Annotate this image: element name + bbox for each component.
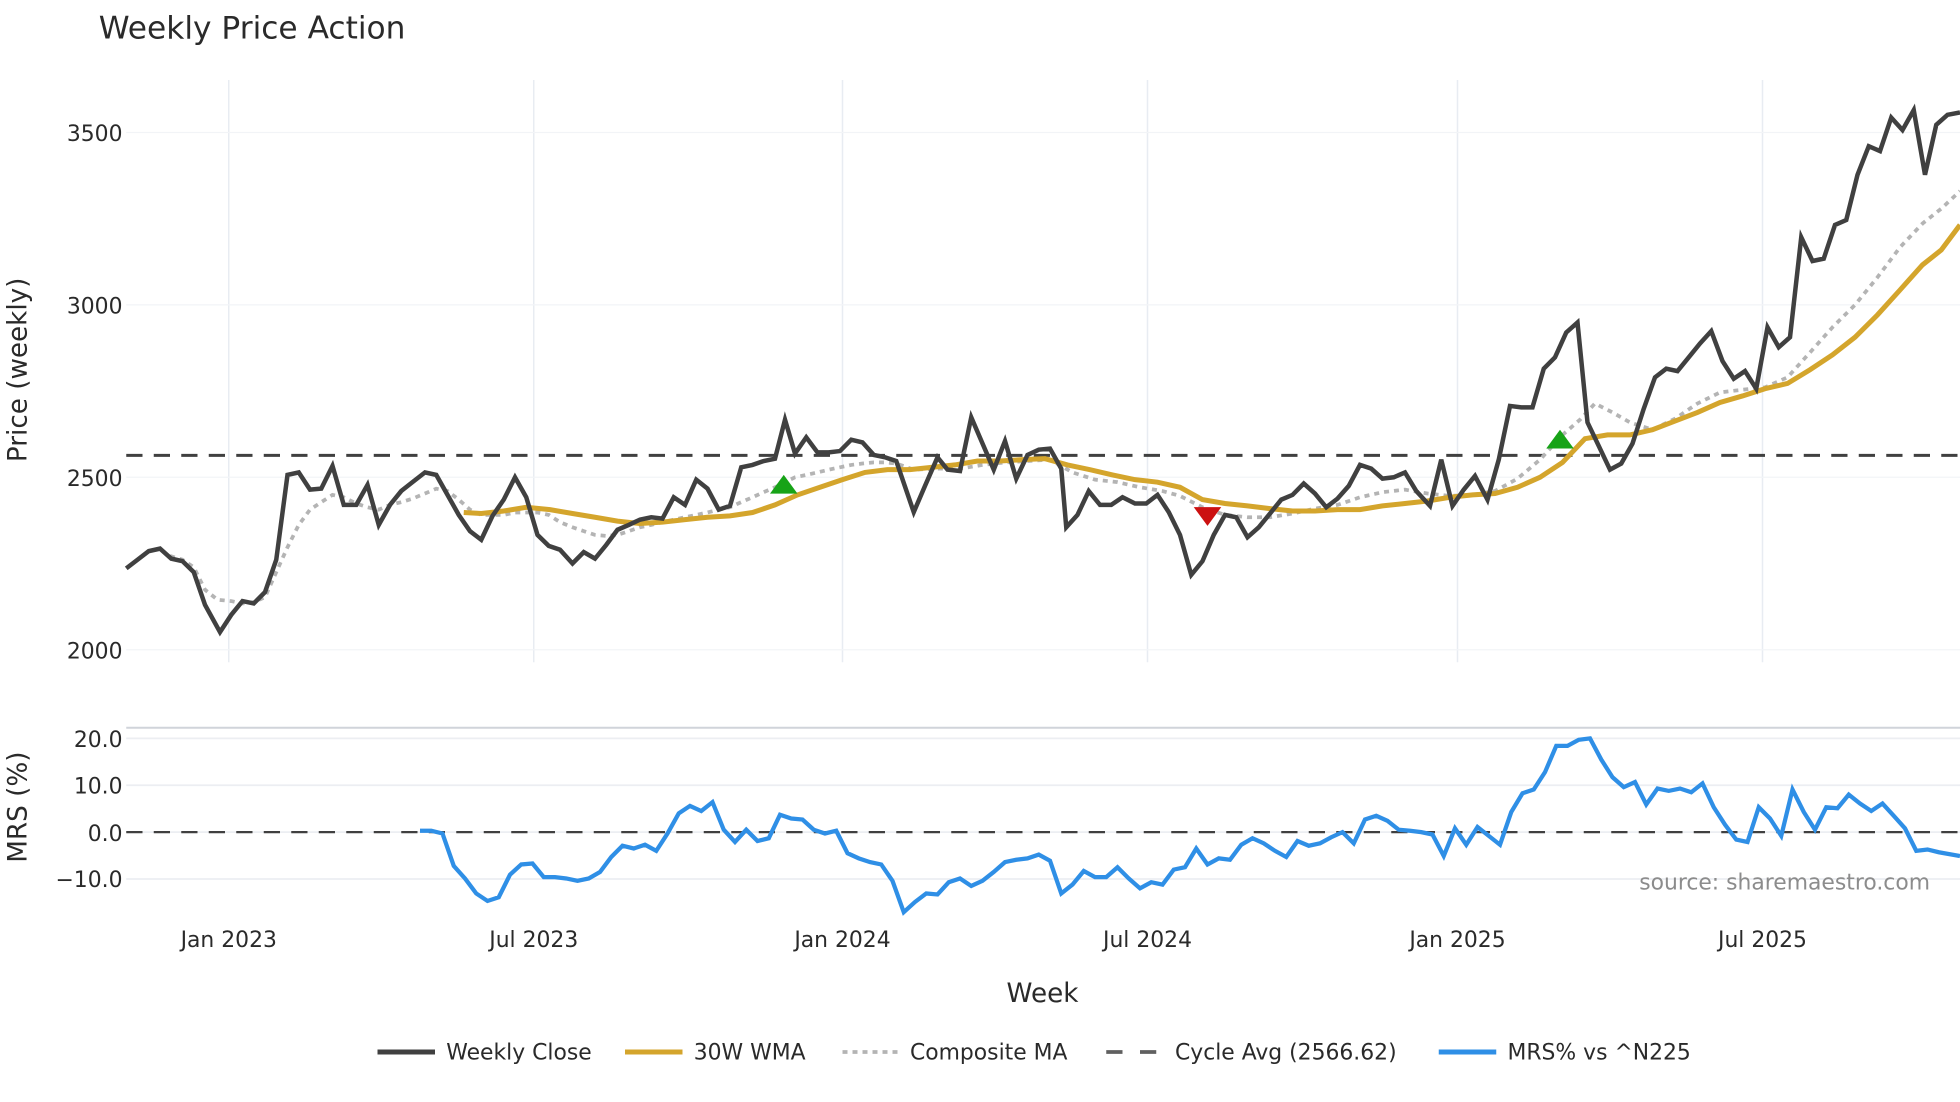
legend-item-weekly-close[interactable]: Weekly Close [377, 1041, 592, 1066]
mrs-tick-20: 20.0 [74, 728, 123, 753]
price-panel: 3500 3000 2500 2000 Price (weekly) [3, 79, 1960, 664]
sell-signal-triangle-down-icon [1193, 507, 1222, 526]
x-tick-jan-2025: Jan 2025 [1407, 928, 1505, 953]
buy-signal-triangle-up-icon [1546, 429, 1574, 449]
x-axis: Jan 2023 Jul 2023 Jan 2024 Jul 2024 Jan … [179, 928, 1807, 1009]
mrs-y-axis-title: MRS (%) [3, 752, 33, 863]
price-tick-2500: 2500 [67, 467, 123, 492]
chart-title: Weekly Price Action [99, 11, 406, 47]
buy-signal-triangle-up-icon [770, 474, 798, 494]
mrs-tick-0: 0.0 [88, 822, 123, 847]
wma-30w-line [463, 223, 1960, 527]
mrs-line [420, 736, 1960, 916]
weekly-close-line [124, 103, 1960, 637]
mrs-tick-neg10: −10.0 [55, 868, 122, 893]
price-tick-3000: 3000 [67, 295, 123, 320]
x-tick-jul-2023: Jul 2023 [487, 928, 578, 953]
mrs-tick-10: 10.0 [74, 774, 123, 799]
legend-item-cycle-avg[interactable]: Cycle Avg (2566.62) [1106, 1041, 1397, 1066]
price-vertical-gridlines [228, 79, 1764, 663]
mrs-y-ticks: 20.0 10.0 0.0 −10.0 [55, 728, 122, 893]
price-tick-3500: 3500 [67, 122, 123, 147]
price-tick-2000: 2000 [67, 639, 123, 664]
x-axis-title: Week [1007, 979, 1080, 1009]
legend-item-mrs[interactable]: MRS% vs ^N225 [1438, 1041, 1691, 1066]
price-y-ticks: 3500 3000 2500 2000 [67, 122, 123, 664]
legend-item-30w-wma[interactable]: 30W WMA [625, 1041, 806, 1066]
legend-label-mrs: MRS% vs ^N225 [1508, 1041, 1691, 1066]
source-annotation: source: sharemaestro.com [1639, 871, 1930, 896]
x-tick-jul-2024: Jul 2024 [1101, 928, 1192, 953]
signal-markers [770, 429, 1574, 526]
x-tick-jul-2025: Jul 2025 [1716, 928, 1807, 953]
legend-label-weekly-close: Weekly Close [446, 1041, 591, 1066]
price-y-axis-title: Price (weekly) [3, 278, 33, 463]
legend-item-composite-ma[interactable]: Composite MA [842, 1041, 1068, 1066]
legend-label-composite-ma: Composite MA [910, 1041, 1068, 1066]
composite-ma-line [169, 189, 1960, 606]
legend: Weekly Close 30W WMA Composite MA Cycle … [377, 1041, 1691, 1066]
mrs-panel: 20.0 10.0 0.0 −10.0 MRS (%) source: shar… [3, 726, 1960, 916]
legend-label-30w-wma: 30W WMA [694, 1041, 806, 1066]
x-tick-jan-2024: Jan 2024 [792, 928, 890, 953]
legend-label-cycle-avg: Cycle Avg (2566.62) [1175, 1041, 1397, 1066]
price-horizontal-gridlines [126, 131, 1960, 651]
x-tick-jan-2023: Jan 2023 [179, 928, 277, 953]
